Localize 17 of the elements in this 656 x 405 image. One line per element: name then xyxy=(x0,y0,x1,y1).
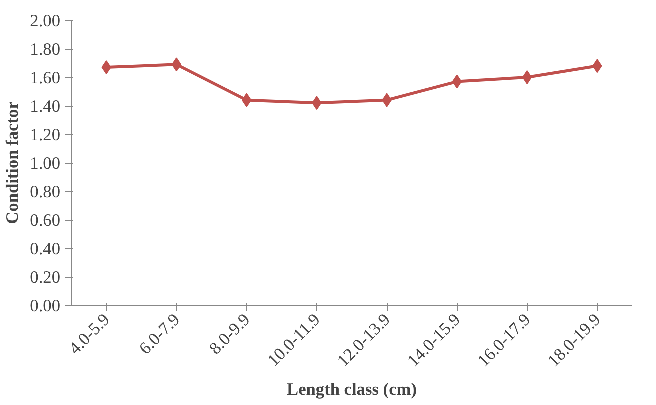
y-tick-label: 0.40 xyxy=(30,240,61,258)
y-tick-label: 1.40 xyxy=(30,97,61,116)
y-tick-label: 1.80 xyxy=(30,40,61,59)
point xyxy=(172,58,182,72)
y-tick-label: 0.60 xyxy=(30,211,61,230)
y-tick-label: 1.00 xyxy=(30,154,61,173)
y-tick-label: 0.20 xyxy=(30,268,61,287)
x-axis-title: Length class (cm) xyxy=(287,380,418,399)
y-tick-label: 0.00 xyxy=(30,296,61,316)
point xyxy=(522,70,532,84)
y-tick-label: 2.00 xyxy=(30,12,61,30)
y-tick-label: 1.60 xyxy=(30,68,61,88)
point xyxy=(452,74,462,89)
y-tick-label: 0.80 xyxy=(30,182,61,202)
point xyxy=(242,93,252,108)
y-tick-label: 1.20 xyxy=(30,126,61,144)
y-axis-title: Condition factor xyxy=(3,101,22,224)
